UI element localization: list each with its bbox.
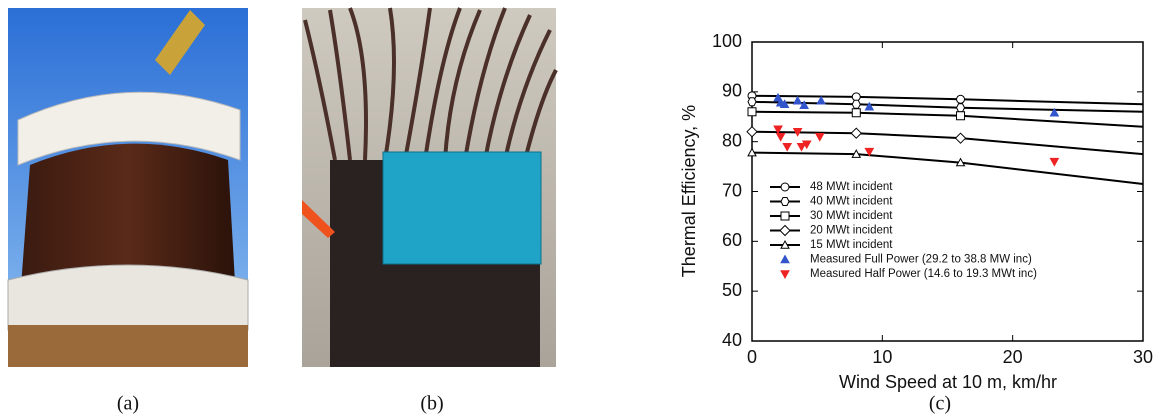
- legend-label: Measured Full Power (29.2 to 38.8 MW inc…: [810, 254, 1032, 266]
- legend-label: 30 MWt incident: [810, 210, 893, 222]
- marker: [851, 108, 861, 118]
- marker: [1049, 107, 1060, 117]
- legend-label: Measured Half Power (14.6 to 19.3 MWt in…: [810, 268, 1037, 280]
- series-line: [751, 151, 1144, 186]
- marker: [773, 125, 783, 135]
- marker: [747, 97, 757, 107]
- marker: [956, 94, 966, 104]
- marker: [956, 111, 966, 121]
- y-tick-label: 90: [722, 81, 742, 101]
- marker: [864, 147, 875, 157]
- marker: [775, 132, 786, 142]
- marker: [851, 99, 861, 109]
- x-tick-label: 30: [1133, 347, 1153, 367]
- series-line: [751, 94, 1144, 106]
- marker: [782, 142, 793, 152]
- panel-label: (c): [929, 393, 951, 415]
- legend-label: 20 MWt incident: [810, 225, 893, 237]
- legend-marker: [780, 270, 790, 280]
- panel-label: (a): [117, 393, 139, 415]
- y-tick-label: 80: [722, 130, 742, 150]
- legend-marker: [780, 182, 790, 192]
- marker: [796, 142, 807, 152]
- y-tick-label: 50: [722, 280, 742, 300]
- marker: [747, 107, 757, 117]
- marker: [864, 101, 875, 111]
- marker: [746, 125, 758, 138]
- legend-marker: [780, 197, 790, 206]
- legend-label: 15 MWt incident: [810, 239, 893, 251]
- marker: [850, 127, 862, 139]
- marker: [851, 149, 862, 158]
- marker: [955, 103, 966, 113]
- x-tick-label: 0: [747, 347, 757, 367]
- y-tick-label: 40: [722, 330, 742, 350]
- x-axis-label: Wind Speed at 10 m, km/hr: [839, 372, 1057, 392]
- legend-marker: [779, 224, 791, 237]
- marker: [816, 95, 826, 105]
- marker: [1049, 157, 1060, 167]
- y-tick-label: 70: [722, 180, 742, 200]
- marker: [747, 147, 757, 157]
- marker: [801, 140, 812, 150]
- legend-marker: [780, 254, 790, 264]
- marker: [814, 132, 825, 142]
- marker: [851, 92, 861, 102]
- marker: [779, 99, 790, 108]
- y-tick-label: 60: [722, 230, 742, 250]
- y-axis-label: Thermal Efficiency, %: [679, 105, 699, 277]
- x-tick-label: 10: [872, 347, 892, 367]
- legend-label: 48 MWt incident: [810, 181, 893, 193]
- marker: [954, 132, 967, 144]
- marker: [799, 100, 809, 109]
- legend-marker: [780, 211, 790, 221]
- marker: [955, 157, 966, 167]
- y-tick-label: 100: [712, 31, 742, 51]
- legend-label: 40 MWt incident: [810, 196, 893, 208]
- series-line: [751, 130, 1144, 156]
- legend-marker: [780, 239, 790, 249]
- photo-b: [302, 7, 558, 367]
- series-line: [751, 110, 1144, 128]
- marker: [792, 95, 803, 105]
- x-tick-label: 20: [1003, 347, 1023, 367]
- marker: [792, 128, 803, 137]
- photo-a: [7, 8, 249, 367]
- panel-label: (b): [420, 393, 443, 415]
